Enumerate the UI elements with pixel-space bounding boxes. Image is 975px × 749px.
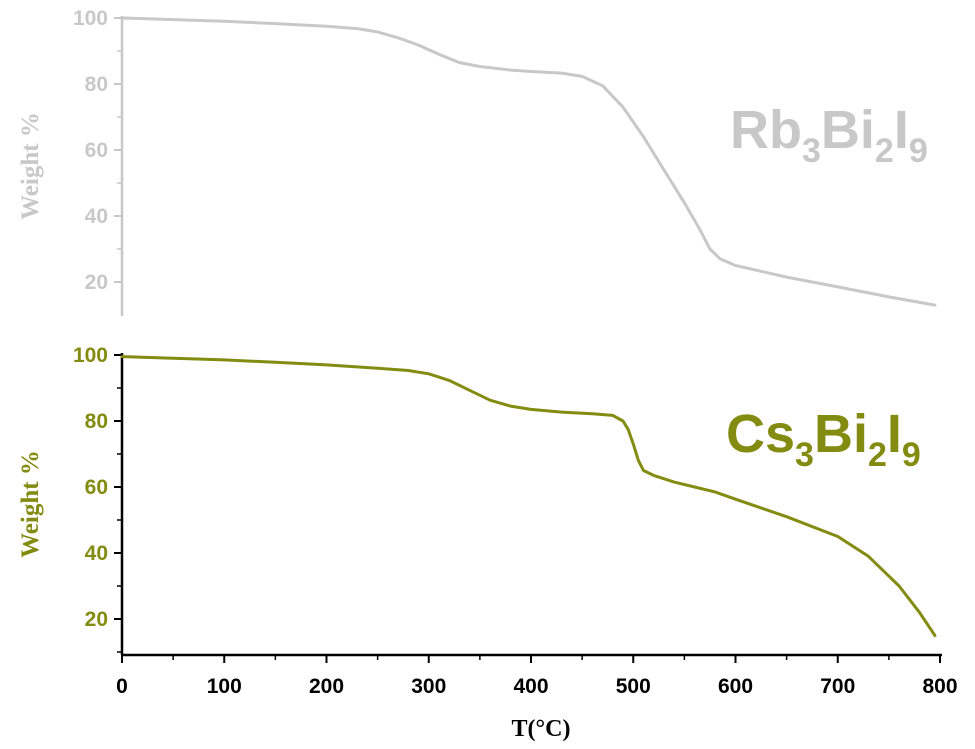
y-tick-label: 100 [73,7,108,30]
compound-element: I [887,404,902,464]
compound-label: Cs3Bi2I9 [726,404,921,474]
x-tick-label: 800 [922,675,957,698]
y-tick-label: 20 [85,608,108,631]
y-tick-label: 60 [85,476,108,499]
x-tick-label: 700 [820,675,855,698]
compound-subscript: 3 [795,436,814,474]
y-tick-label: 80 [85,73,108,96]
compound-element: Bi [821,100,875,160]
x-tick-label: 0 [116,675,128,698]
compound-subscript: 2 [875,132,894,170]
y-tick-label: 40 [85,205,108,228]
y-tick-label: 100 [73,344,108,367]
x-tick-label: 500 [616,675,651,698]
tga-curve-top [120,16,937,307]
x-tick-label: 600 [718,675,753,698]
compound-subscript: 2 [868,436,887,474]
y-tick-label: 60 [85,139,108,162]
compound-subscript: 3 [802,132,821,170]
y-tick-label: 40 [85,542,108,565]
y-tick-label: 80 [85,410,108,433]
compound-subscript: 9 [902,436,921,474]
x-tick-label: 100 [207,675,242,698]
tga-curve-bottom [120,355,937,637]
x-axis-label: T(°C) [512,716,571,742]
y-tick-label: 20 [85,271,108,294]
x-tick-label: 200 [309,675,344,698]
y-axis-label: Weight % [17,450,44,558]
compound-element: I [894,100,909,160]
top-panel-rb3bi2i9: 20 40 60 80 100 Weight % Rb3Bi2I9 [17,7,937,316]
compound-element: Cs [726,404,795,464]
compound-subscript: 9 [909,132,928,170]
x-tick-label: 400 [513,675,548,698]
bottom-panel-cs3bi2i9: 20 40 60 80 100 Weight % 0 100 200 300 400 500 600 70… [17,344,958,742]
y-axis-label: Weight % [17,112,44,220]
x-tick-label: 300 [411,675,446,698]
compound-label: Rb3Bi2I9 [730,100,928,170]
compound-element: Rb [730,100,802,160]
compound-element: Bi [814,404,868,464]
